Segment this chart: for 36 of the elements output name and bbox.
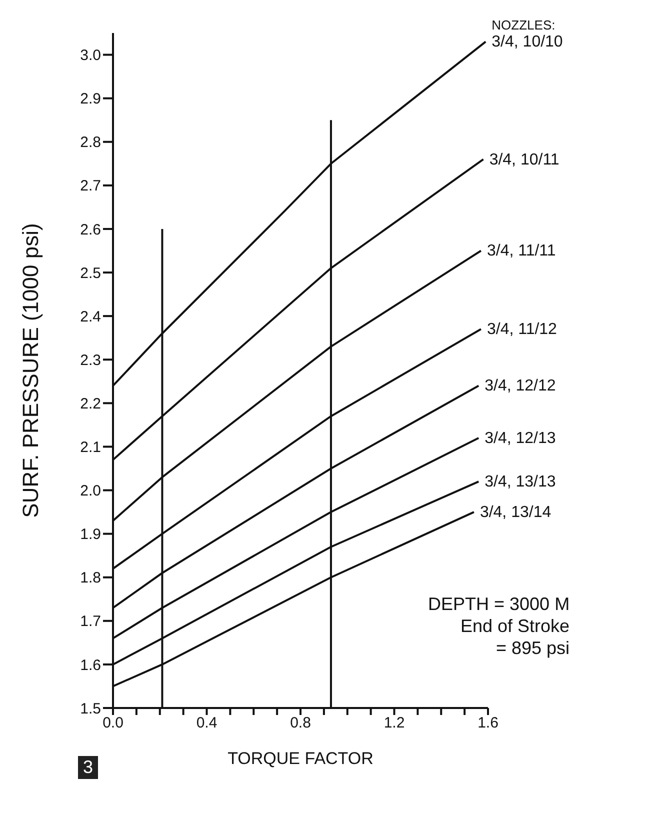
y-tick-label: 2.1: [80, 439, 101, 456]
series-label: 3/4, 12/12: [484, 378, 556, 395]
series-label: 3/4, 10/10: [492, 34, 563, 51]
x-tick-label: 0.4: [196, 714, 218, 732]
annotation: End of Stroke: [459, 615, 570, 637]
text: 3: [78, 756, 98, 779]
y-tick-label: 2.3: [80, 352, 101, 369]
y-tick-label: 1.6: [80, 656, 101, 674]
y-tick-label: 1.5: [80, 700, 101, 718]
series-label: 3/4, 11/12: [486, 321, 558, 338]
y-tick-label: 2.7: [80, 178, 101, 195]
y-tick-label: 1.9: [80, 526, 101, 544]
series-label: 3/4, 11/11: [486, 242, 556, 260]
y-tick-label: 2.4: [80, 308, 101, 326]
annotation: DEPTH = 3000 M: [428, 593, 570, 615]
y-tick-label: 1.8: [80, 570, 101, 587]
series-label: 3/4, 10/11: [489, 151, 560, 168]
y-tick-label: 2.5: [80, 264, 101, 282]
y-tick-label: 2.0: [80, 482, 101, 500]
x-tick-label: 1.2: [384, 714, 405, 732]
series-label: 3/4, 13/13: [484, 474, 556, 491]
y-tick-label: 3.0: [80, 47, 101, 64]
y-tick-label: 1.7: [80, 613, 101, 630]
y-tick-label: 2.6: [80, 221, 101, 238]
series-label: 3/4, 13/14: [480, 504, 552, 522]
series-label: 3/4, 12/13: [484, 430, 556, 447]
x-axis-title: TORQUE FACTOR: [228, 749, 374, 768]
y-tick-label: 2.8: [80, 134, 101, 152]
y-axis-title: SURF. PRESSURE (1000 psi): [18, 223, 43, 518]
x-tick-label: 1.6: [478, 714, 498, 732]
legend-title: NOZZLES:: [492, 18, 556, 33]
x-tick-label: 0.8: [290, 714, 311, 732]
y-tick-label: 2.2: [80, 395, 101, 412]
text: = 895 psi: [495, 637, 570, 659]
y-tick-label: 2.9: [80, 90, 101, 108]
x-tick-label: 0.0: [102, 714, 124, 732]
